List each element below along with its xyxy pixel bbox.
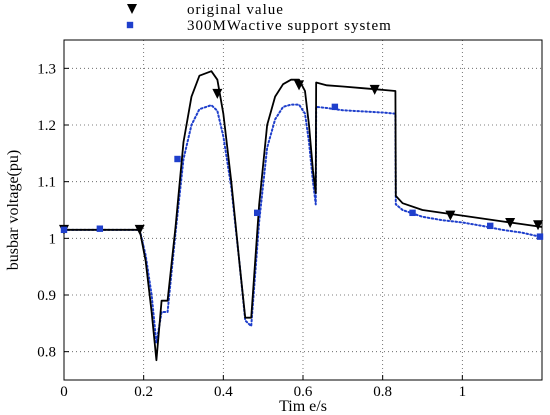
- data-point-300mwactive-support-system: [96, 225, 104, 232]
- y-tick-label: 1: [49, 231, 57, 247]
- data-point-300mwactive-support-system: [487, 222, 494, 230]
- data-point-300mwactive-support-system: [536, 233, 544, 240]
- y-tick-label: 1.3: [37, 61, 56, 77]
- grid-lines: [63, 40, 542, 380]
- y-tick-label: 1.1: [37, 175, 56, 191]
- x-tick-label: 1: [459, 384, 467, 400]
- y-tick-label: 0.8: [37, 345, 56, 361]
- data-point-300mwactive-support-system: [331, 103, 339, 111]
- data-point-original-value: [533, 220, 544, 231]
- y-tick-label: 1.2: [37, 118, 56, 134]
- legend-marker-original-value: [127, 4, 137, 14]
- series-lines: [63, 70, 543, 362]
- data-point-300mwactive-support-system: [409, 209, 416, 217]
- data-point-original-value: [445, 210, 456, 221]
- series-line-original-value: [64, 70, 543, 362]
- x-tick-label: 0.6: [294, 384, 313, 400]
- legend-label-original-value: original value: [187, 2, 284, 18]
- x-tick-label: 0.2: [134, 384, 153, 400]
- data-point-original-value: [134, 224, 145, 235]
- data-point-original-value: [212, 88, 223, 99]
- x-tick-label: 0: [60, 384, 68, 400]
- data-point-300mwactive-support-system: [60, 226, 68, 234]
- data-point-300mwactive-support-system: [174, 155, 181, 163]
- data-point-300mwactive-support-system: [253, 209, 261, 217]
- data-point-original-value: [294, 80, 305, 91]
- legend-marker-300mwactive-support-system: [126, 21, 134, 29]
- legend-label-300mwactive-support-system: 300MWactive support system: [187, 18, 392, 34]
- x-axis-title: Tim e/s: [279, 398, 327, 415]
- axis-ticks: 0 0.2 0.4 0.6 0.8 1 0.8 0.9 1 1.1 1.2 1.3: [37, 61, 466, 400]
- data-point-original-value: [505, 218, 516, 229]
- y-tick-label: 0.9: [37, 288, 56, 304]
- x-tick-label: 0.4: [214, 384, 233, 400]
- data-point-original-value: [369, 84, 380, 95]
- x-tick-label: 0.8: [373, 384, 392, 400]
- series-markers: [59, 80, 544, 240]
- y-axis-title: busbar voltage(pu): [5, 150, 22, 270]
